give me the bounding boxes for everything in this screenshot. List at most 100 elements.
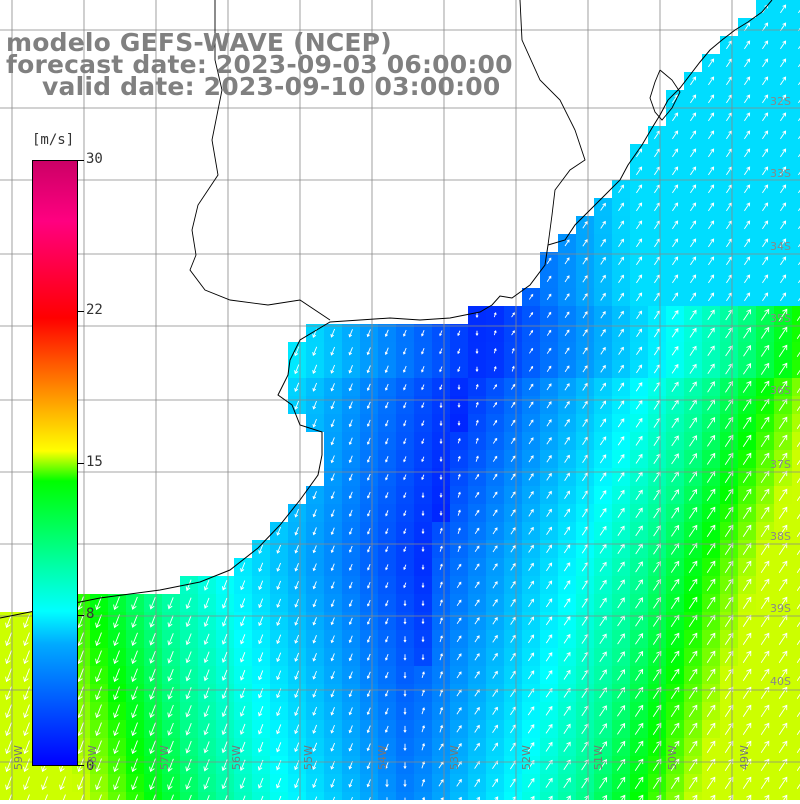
wind-arrow xyxy=(618,184,624,194)
wind-arrow xyxy=(724,668,734,681)
wind-arrow xyxy=(511,347,515,354)
wind-arrow xyxy=(385,618,389,625)
wind-arrow xyxy=(493,384,497,390)
wind-cell xyxy=(18,792,36,804)
wind-arrow xyxy=(221,597,228,609)
wind-arrow xyxy=(546,401,552,409)
wind-arrow xyxy=(617,579,625,591)
wind-arrow xyxy=(706,686,716,699)
lat-label-34s: 34S xyxy=(770,240,791,253)
wind-arrow xyxy=(742,704,752,717)
wind-arrow xyxy=(706,452,716,465)
wind-arrow xyxy=(330,617,335,626)
wind-arrow xyxy=(545,670,553,680)
wind-arrow xyxy=(528,634,535,644)
wind-cell xyxy=(792,756,800,774)
wind-arrow xyxy=(742,776,752,789)
wind-arrow xyxy=(185,669,192,682)
wind-arrow xyxy=(652,632,662,645)
wind-arrow xyxy=(742,668,752,681)
coastline-path xyxy=(0,0,773,619)
wind-arrow xyxy=(760,740,770,753)
wind-arrow xyxy=(203,687,210,700)
wind-arrow xyxy=(384,419,389,427)
wind-arrow xyxy=(689,381,697,393)
wind-arrow xyxy=(564,418,570,427)
wind-arrow xyxy=(724,434,734,447)
wind-arrow xyxy=(203,723,210,736)
wind-arrow xyxy=(492,670,498,679)
wind-arrow xyxy=(275,778,282,789)
wind-arrow xyxy=(258,616,264,627)
wind-arrow xyxy=(780,256,787,266)
wind-arrow xyxy=(474,724,480,733)
colorbar-label-0: 0 xyxy=(86,758,95,774)
wind-arrow xyxy=(546,544,552,554)
wind-arrow xyxy=(439,510,443,516)
wind-arrow xyxy=(689,452,697,465)
wind-arrow xyxy=(546,293,552,300)
wind-arrow xyxy=(457,545,461,553)
wind-arrow xyxy=(778,452,788,465)
wind-arrow xyxy=(403,636,407,643)
wind-arrow xyxy=(528,401,534,409)
wind-arrow xyxy=(652,650,662,663)
wind-arrow xyxy=(474,509,480,516)
wind-arrow xyxy=(563,777,571,789)
wind-arrow xyxy=(762,58,769,68)
wind-arrow xyxy=(706,740,716,753)
wind-arrow xyxy=(384,761,389,770)
wind-arrow xyxy=(706,614,716,627)
wind-arrow xyxy=(652,614,662,627)
border-line xyxy=(189,0,331,321)
wind-cell xyxy=(144,792,162,804)
wind-arrow xyxy=(564,436,570,445)
wind-arrow xyxy=(708,112,715,122)
wind-arrow xyxy=(670,632,680,645)
wind-arrow xyxy=(510,383,516,390)
wind-arrow xyxy=(724,686,734,699)
wind-arrow xyxy=(312,599,317,608)
wind-arrow xyxy=(385,510,389,517)
wind-arrow xyxy=(760,632,770,645)
wind-arrow xyxy=(671,309,679,320)
wind-arrow xyxy=(742,578,752,591)
wind-arrow xyxy=(294,598,299,608)
wind-cell xyxy=(792,72,800,90)
wind-arrow xyxy=(635,399,643,410)
wind-arrow xyxy=(276,580,282,590)
wind-arrow xyxy=(510,401,516,408)
wind-arrow xyxy=(348,725,353,734)
wind-arrow xyxy=(618,346,624,355)
wind-arrow xyxy=(636,292,643,302)
wind-arrow xyxy=(724,398,734,411)
lon-label-49w: 49W xyxy=(738,745,751,770)
wind-arrow xyxy=(474,581,480,589)
wind-arrow xyxy=(474,653,480,661)
wind-arrow xyxy=(366,329,371,338)
wind-arrow xyxy=(330,778,336,788)
wind-arrow xyxy=(778,596,788,609)
wind-arrow xyxy=(330,455,335,464)
wind-arrow xyxy=(421,743,426,751)
wind-arrow xyxy=(796,783,800,789)
wind-arrow xyxy=(617,489,625,500)
wind-arrow xyxy=(617,722,626,735)
wind-arrow xyxy=(510,544,516,553)
wind-arrow xyxy=(457,330,461,337)
wind-arrow xyxy=(367,564,371,571)
wind-arrow xyxy=(312,382,318,392)
wind-arrow xyxy=(689,435,697,447)
wind-arrow xyxy=(403,743,407,752)
wind-arrow xyxy=(348,437,353,446)
wind-arrow xyxy=(438,743,444,751)
wind-arrow xyxy=(403,582,407,589)
wind-arrow xyxy=(690,112,697,122)
wind-arrow xyxy=(780,58,787,68)
wind-arrow xyxy=(599,490,607,500)
wind-arrow xyxy=(688,740,698,753)
wind-arrow xyxy=(708,274,715,284)
wind-arrow xyxy=(724,452,734,465)
wind-arrow xyxy=(257,724,264,735)
wind-arrow xyxy=(528,437,534,445)
